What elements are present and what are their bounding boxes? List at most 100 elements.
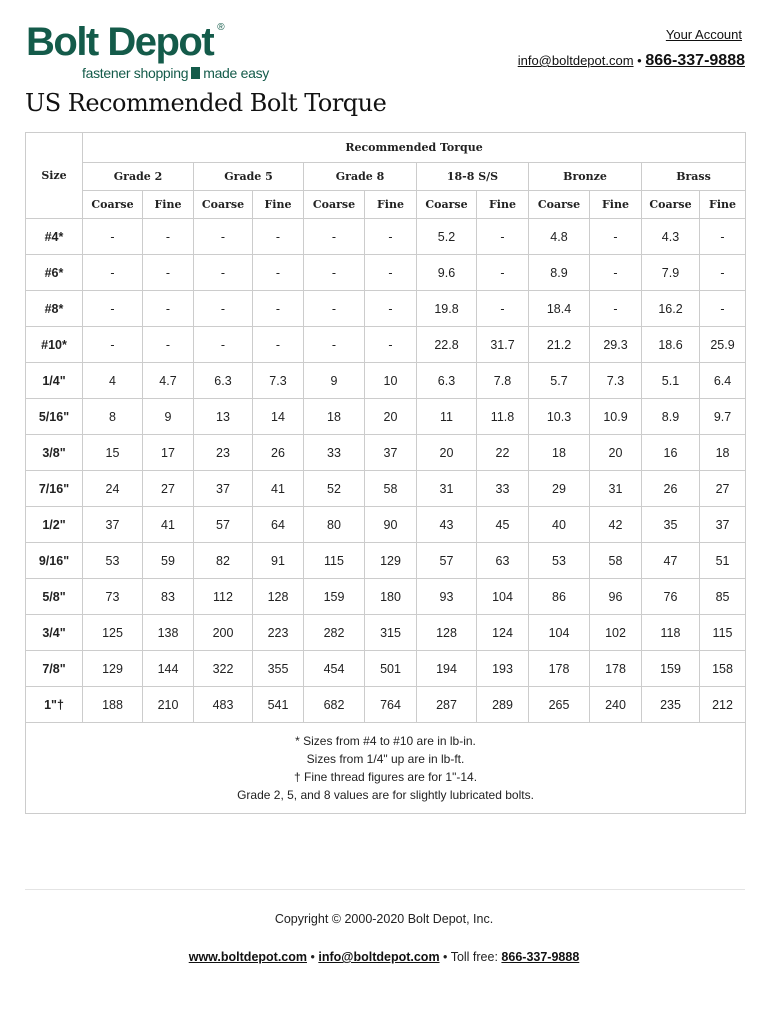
torque-cell: 5.2: [416, 218, 477, 255]
torque-cell: -: [252, 326, 304, 363]
torque-cell: 57: [416, 542, 477, 579]
table-row: 9/16" 53 59 82 91 115 129 57 63 53 58 47 51: [25, 542, 747, 579]
note-line: Grade 2, 5, and 8 values are for slightl…: [237, 788, 534, 802]
coarse-header: Coarse: [641, 190, 700, 219]
torque-cell: 159: [303, 578, 365, 615]
torque-cell: 5.7: [528, 362, 590, 399]
size-cell: #6*: [25, 254, 83, 291]
torque-cell: -: [476, 290, 529, 327]
table-row: 1/2" 37 41 57 64 80 90 43 45 40 42 35 37: [25, 506, 747, 543]
torque-cell: 35: [641, 506, 700, 543]
table-row: 7/16" 24 27 37 41 52 58 31 33 29 31 26 27: [25, 470, 747, 507]
your-account-link[interactable]: Your Account: [665, 27, 742, 42]
torque-cell: 194: [416, 650, 477, 687]
torque-cell: 9.7: [698, 398, 747, 435]
logo-name-line: Bolt Depot ®: [26, 22, 225, 62]
torque-cell: 43: [416, 506, 477, 543]
torque-cell: 265: [528, 686, 590, 723]
size-cell: #10*: [25, 326, 83, 363]
coarse-header: Coarse: [193, 190, 253, 219]
torque-cell: 159: [641, 650, 700, 687]
material-header: Grade 2: [82, 162, 194, 191]
torque-cell: 31: [589, 470, 642, 507]
torque-cell: -: [476, 254, 529, 291]
torque-cell: 90: [364, 506, 417, 543]
torque-cell: 33: [303, 434, 365, 471]
torque-cell: 11.8: [476, 398, 529, 435]
torque-cell: 59: [142, 542, 194, 579]
torque-cell: -: [589, 218, 642, 255]
torque-cell: 19.8: [416, 290, 477, 327]
size-cell: #4*: [25, 218, 83, 255]
torque-cell: 52: [303, 470, 365, 507]
footer-phone-link[interactable]: 866-337-9888: [501, 950, 580, 964]
header-email-link[interactable]: info@boltdepot.com: [517, 53, 634, 68]
torque-cell: 27: [142, 470, 194, 507]
torque-cell: 18.6: [641, 326, 700, 363]
torque-cell: 73: [82, 578, 143, 615]
torque-cell: 7.9: [641, 254, 700, 291]
torque-cell: 41: [142, 506, 194, 543]
fine-header: Fine: [252, 190, 304, 219]
torque-cell: -: [193, 218, 253, 255]
torque-cell: -: [364, 326, 417, 363]
torque-cell: 24: [82, 470, 143, 507]
torque-cell: 45: [476, 506, 529, 543]
torque-cell: 14: [252, 398, 304, 435]
note-line: * Sizes from #4 to #10 are in lb-in.: [295, 734, 476, 748]
torque-cell: -: [252, 254, 304, 291]
table-row: 1"† 188 210 483 541 682 764 287 289 265 240 235 212: [25, 686, 747, 723]
torque-cell: 13: [193, 398, 253, 435]
table-row: 3/8" 15 17 23 26 33 37 20 22 18 20 16 18: [25, 434, 747, 471]
logo-block: [191, 67, 201, 79]
torque-cell: 86: [528, 578, 590, 615]
torque-cell: 58: [589, 542, 642, 579]
footer-email-link[interactable]: info@boltdepot.com: [318, 950, 440, 964]
header-phone-link[interactable]: 866-337-9888: [645, 52, 745, 69]
torque-cell: -: [142, 254, 194, 291]
torque-cell: 7.8: [476, 362, 529, 399]
torque-cell: 6.3: [416, 362, 477, 399]
torque-cell: 282: [303, 614, 365, 651]
bolt-depot-logo[interactable]: Bolt Depot ® fastener shopping made easy: [26, 22, 306, 84]
torque-cell: 22.8: [416, 326, 477, 363]
torque-cell: -: [82, 290, 143, 327]
torque-cell: 8: [82, 398, 143, 435]
coarse-header: Coarse: [303, 190, 365, 219]
torque-cell: 25.9: [698, 326, 747, 363]
torque-cell: 42: [589, 506, 642, 543]
torque-cell: -: [698, 218, 747, 255]
torque-cell: 76: [641, 578, 700, 615]
torque-cell: 82: [193, 542, 253, 579]
torque-cell: 454: [303, 650, 365, 687]
torque-cell: 37: [364, 434, 417, 471]
torque-cell: 83: [142, 578, 194, 615]
logo-name: Bolt Depot: [26, 20, 215, 64]
separator: •: [637, 53, 642, 68]
torque-cell: 53: [528, 542, 590, 579]
torque-cell: 355: [252, 650, 304, 687]
torque-cell: 483: [193, 686, 253, 723]
torque-cell: 10.9: [589, 398, 642, 435]
torque-cell: 33: [476, 470, 529, 507]
table-row: 1/4" 4 4.7 6.3 7.3 9 10 6.3 7.8 5.7 7.3 5.1 6.4: [25, 362, 747, 399]
table-notes: * Sizes from #4 to #10 are in lb-in. Size…: [24, 722, 747, 814]
size-cell: 5/8": [25, 578, 83, 615]
torque-cell: 26: [252, 434, 304, 471]
torque-cell: 6.3: [193, 362, 253, 399]
torque-cell: -: [589, 290, 642, 327]
group-header: Recommended Torque: [81, 132, 747, 163]
torque-cell: 115: [698, 614, 747, 651]
torque-cell: 47: [641, 542, 700, 579]
torque-cell: 18: [698, 434, 747, 471]
torque-cell: 22: [476, 434, 529, 471]
torque-cell: 58: [364, 470, 417, 507]
fine-header: Fine: [142, 190, 194, 219]
footer-site-link[interactable]: www.boltdepot.com: [188, 950, 307, 964]
material-header: Grade 8: [303, 162, 417, 191]
torque-cell: 17: [142, 434, 194, 471]
torque-cell: 37: [82, 506, 143, 543]
torque-cell: -: [82, 254, 143, 291]
torque-cell: 193: [476, 650, 529, 687]
torque-cell: -: [82, 326, 143, 363]
